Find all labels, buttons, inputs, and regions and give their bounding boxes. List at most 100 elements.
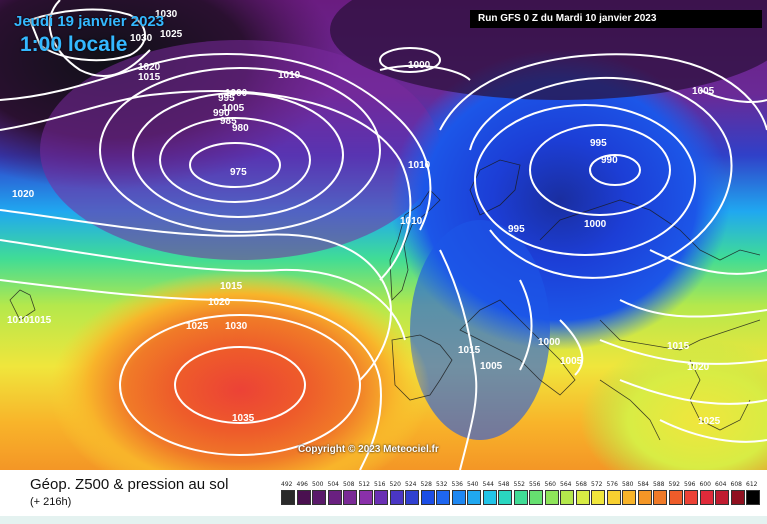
iberia-trough <box>410 220 550 440</box>
legend-value: 564 <box>560 481 572 488</box>
run-banner <box>470 10 762 28</box>
legend-swatch <box>746 490 760 505</box>
isobar-label: 995 <box>218 93 235 104</box>
isobar-label: 1025 <box>160 29 183 40</box>
isobar-label: 1005 <box>692 86 715 97</box>
isobar-label: 1020 <box>687 362 710 373</box>
legend-swatch <box>374 490 388 505</box>
legend-value: 492 <box>281 481 293 488</box>
legend-swatch <box>405 490 419 505</box>
legend-value: 576 <box>606 481 618 488</box>
legend-swatch <box>358 490 373 505</box>
legend-swatch <box>637 490 652 505</box>
legend-value: 540 <box>467 481 479 488</box>
isobar-label: 1020 <box>138 62 161 73</box>
legend-value: 536 <box>451 481 463 488</box>
legend-swatch <box>281 490 295 505</box>
legend-swatch <box>730 490 745 505</box>
east-ridge <box>580 340 767 470</box>
legend-value: 496 <box>296 481 308 488</box>
legend-swatch <box>653 490 667 505</box>
isobar-label: 1010 <box>400 216 423 227</box>
legend-value: 556 <box>529 481 541 488</box>
legend-swatch <box>343 490 357 505</box>
isobar-label: 995 <box>508 224 525 235</box>
legend-swatch <box>668 490 683 505</box>
pressure-map: 1030 1030 1025 1015 1020 1010 995 1000 1… <box>0 0 767 470</box>
legend-value: 592 <box>668 481 680 488</box>
legend-value: 608 <box>730 481 742 488</box>
isobar-label: 1015 <box>667 341 690 352</box>
legend-swatch <box>451 490 466 505</box>
legend-swatch <box>622 490 636 505</box>
legend-value: 548 <box>498 481 510 488</box>
legend-swatch <box>312 490 326 505</box>
isobar-label: 980 <box>232 123 249 134</box>
isobar-label: 1005 <box>222 103 245 114</box>
legend-swatch <box>575 490 590 505</box>
legend-value: 596 <box>684 481 696 488</box>
legend-value: 552 <box>513 481 525 488</box>
isobar-label: 1035 <box>232 413 255 424</box>
legend-value: 528 <box>420 481 432 488</box>
isobar-label: 975 <box>230 167 247 178</box>
legend-value: 504 <box>327 481 339 488</box>
map-title: Géop. Z500 & pression au sol <box>30 476 229 493</box>
legend-value: 604 <box>715 481 727 488</box>
isobar-label: 1000 <box>408 60 431 71</box>
isobar-label: 1000 <box>538 337 561 348</box>
isobar-label: 1000 <box>584 219 607 230</box>
isobar-label: 1010 <box>7 315 30 326</box>
legend-swatch <box>467 490 481 505</box>
isobar-label: 1005 <box>560 356 583 367</box>
coastlines <box>9 159 761 441</box>
forecast-offset: (+ 216h) <box>30 496 72 508</box>
legend-swatch <box>544 490 559 505</box>
legend-value: 580 <box>622 481 634 488</box>
isobar-label: 1010 <box>278 70 301 81</box>
isobars <box>0 0 767 470</box>
isobar-label: 1015 <box>138 72 161 83</box>
legend-value: 600 <box>699 481 711 488</box>
isobar-label: 1020 <box>208 297 231 308</box>
legend-value: 512 <box>358 481 370 488</box>
isobar-label: 1025 <box>186 321 209 332</box>
legend-value: 568 <box>575 481 587 488</box>
legend-swatch <box>436 490 450 505</box>
legend-swatch <box>513 490 528 505</box>
legend-value: 612 <box>746 481 758 488</box>
isobar-label: 1000 <box>225 88 248 99</box>
isobar-label: 985 <box>220 116 237 127</box>
legend-swatch <box>560 490 574 505</box>
legend-swatch <box>699 490 714 505</box>
azores-high <box>50 270 430 470</box>
legend-value: 524 <box>405 481 417 488</box>
legend-value: 516 <box>374 481 386 488</box>
legend-swatch <box>482 490 497 505</box>
isobar-label: 1005 <box>480 361 503 372</box>
isobar-label: 1010 <box>408 160 431 171</box>
legend-value: 560 <box>544 481 556 488</box>
forecast-time: 1:00 locale <box>20 33 128 56</box>
isobar-label: 995 <box>590 138 607 149</box>
legend-swatch <box>606 490 621 505</box>
legend-value: 508 <box>343 481 355 488</box>
legend-swatch <box>296 490 311 505</box>
isobar-label: 1030 <box>155 9 178 20</box>
legend-swatch <box>389 490 404 505</box>
run-label: Run GFS 0 Z du Mardi 10 janvier 2023 <box>478 13 657 24</box>
legend-swatch <box>529 490 543 505</box>
isobar-label: 990 <box>601 155 618 166</box>
isobar-label: 1030 <box>225 321 248 332</box>
legend-value: 532 <box>436 481 448 488</box>
legend-swatch <box>715 490 729 505</box>
isobar-label: 1025 <box>698 416 721 427</box>
isobar-label: 1015 <box>458 345 481 356</box>
legend-value: 572 <box>591 481 603 488</box>
bottom-strip <box>0 516 767 524</box>
legend-swatch <box>591 490 605 505</box>
legend-value: 584 <box>637 481 649 488</box>
isobar-labels: 1030 1030 1025 1015 1020 1010 995 1000 1… <box>7 9 721 427</box>
isobar-label: 990 <box>213 108 230 119</box>
